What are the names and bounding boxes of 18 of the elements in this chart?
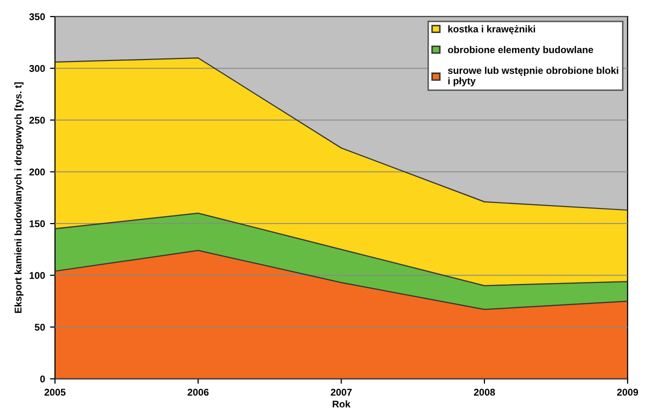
y-tick-label: 50 bbox=[34, 324, 45, 331]
y-tick-label: 0 bbox=[40, 376, 45, 382]
legend-label: surowe lub wstępnie obrobione bloki i płyty bbox=[448, 66, 618, 86]
y-tick-label: 150 bbox=[30, 220, 45, 228]
y-tick-label: 100 bbox=[30, 272, 45, 279]
x-tick-label: 2008 bbox=[474, 388, 495, 396]
x-axis-title: Rok bbox=[332, 400, 350, 408]
legend-label: obrobione elementy budowlane bbox=[448, 46, 594, 56]
y-tick-label: 250 bbox=[29, 116, 45, 124]
legend-label: kostka i krawężniki bbox=[448, 25, 536, 34]
y-tick-label: 300 bbox=[29, 65, 45, 72]
x-tick-label: 2006 bbox=[188, 388, 209, 396]
x-tick-label: 2007 bbox=[330, 388, 352, 396]
x-tick-label: 2005 bbox=[44, 388, 66, 396]
x-tick-label: 2009 bbox=[617, 388, 638, 396]
y-axis-title: Eksport kamieni budowlanych i drogowych [tys. t] bbox=[14, 82, 24, 313]
y-tick-label: 350 bbox=[29, 13, 45, 20]
y-tick-label: 200 bbox=[29, 168, 45, 176]
